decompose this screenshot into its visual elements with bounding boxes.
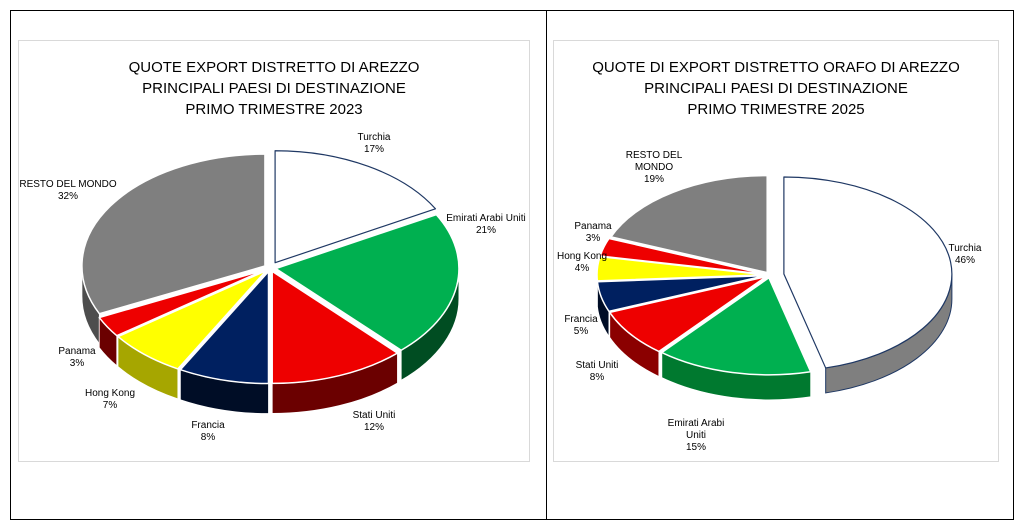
data-label-panama-name-line-1: Panama bbox=[58, 346, 96, 357]
data-label-turchia-percent: 46% bbox=[955, 255, 975, 266]
data-label-resto-del-mondo-name-line-2: MONDO bbox=[635, 162, 674, 173]
data-label-panama-name-line-1: Panama bbox=[574, 221, 612, 232]
chart-title-2025: QUOTE DI EXPORT DISTRETTO ORAFO DI AREZZ… bbox=[553, 57, 999, 120]
pie-slice-turchia bbox=[783, 176, 953, 369]
data-label-emirati-arabi-uniti: Emirati Arabi Uniti 15% bbox=[668, 418, 725, 453]
chart-title-2023: QUOTE EXPORT DISTRETTO DI AREZZO PRINCIP… bbox=[18, 57, 530, 120]
pie-slice-panama bbox=[599, 237, 766, 275]
data-label-emirati-arabi-uniti-percent: 15% bbox=[686, 442, 706, 453]
pie-slice-francia bbox=[596, 274, 766, 313]
data-label-hong-kong-name-line-1: Hong Kong bbox=[85, 388, 135, 399]
pie-slice-emirati-arabi-uniti bbox=[661, 277, 812, 376]
pie-slice-turchia bbox=[274, 150, 437, 264]
pie-slice-resto-del-mondo bbox=[81, 153, 266, 315]
data-label-resto-del-mondo-percent: 19% bbox=[644, 174, 664, 185]
data-label-turchia-name-line-1: Turchia bbox=[358, 132, 391, 143]
data-label-francia-name-line-1: Francia bbox=[564, 314, 598, 325]
pie-chart-2025: Turchia 46% Emirati Arabi Uniti 15% Stati Uni… bbox=[557, 150, 982, 453]
data-label-stati-uniti: Stati Uniti 8% bbox=[576, 360, 619, 383]
data-label-resto-del-mondo: RESTO DEL MONDO 19% bbox=[626, 150, 683, 185]
data-label-francia-name-line-1: Francia bbox=[191, 420, 225, 431]
data-label-francia-percent: 8% bbox=[201, 432, 216, 443]
pie-slice-hong-kong bbox=[117, 270, 267, 370]
data-label-stati-uniti-percent: 8% bbox=[590, 372, 605, 383]
chart-title-2023-line-3: PRIMO TRIMESTRE 2023 bbox=[185, 101, 363, 118]
chart-title-2025-line-2: PRINCIPALI PAESI DI DESTINAZIONE bbox=[644, 80, 908, 97]
data-label-stati-uniti-name-line-1: Stati Uniti bbox=[576, 360, 619, 371]
chart-title-2023-line-1: QUOTE EXPORT DISTRETTO DI AREZZO bbox=[128, 59, 420, 76]
data-label-francia: Francia 8% bbox=[191, 420, 225, 443]
data-label-resto-del-mondo-name-line-1: RESTO DEL MONDO bbox=[19, 179, 116, 190]
pie-chart-2023: Turchia 17% Emirati Arabi Uniti 21% Stati Un… bbox=[19, 132, 525, 443]
data-label-turchia-name-line-1: Turchia bbox=[949, 243, 982, 254]
data-label-stati-uniti-percent: 12% bbox=[364, 422, 384, 433]
data-label-stati-uniti: Stati Uniti 12% bbox=[353, 410, 396, 433]
pie-slice-stati-uniti bbox=[609, 275, 767, 353]
data-label-hong-kong-percent: 4% bbox=[575, 263, 590, 274]
data-label-turchia: Turchia 46% bbox=[949, 243, 982, 266]
data-label-panama-percent: 3% bbox=[70, 358, 85, 369]
data-label-panama: Panama 3% bbox=[58, 346, 96, 369]
data-label-emirati-arabi-uniti: Emirati Arabi Uniti 21% bbox=[446, 213, 525, 236]
pie-slice-francia bbox=[179, 270, 270, 385]
pie-slice-stati-uniti bbox=[271, 270, 399, 385]
data-label-francia-percent: 5% bbox=[574, 326, 589, 337]
data-label-hong-kong: Hong Kong 7% bbox=[85, 388, 135, 411]
data-label-panama: Panama 3% bbox=[574, 221, 612, 244]
data-label-emirati-arabi-uniti-percent: 21% bbox=[476, 225, 496, 236]
data-label-turchia-percent: 17% bbox=[364, 144, 384, 155]
data-label-emirati-arabi-uniti-name-line-1: Emirati Arabi Uniti bbox=[446, 213, 525, 224]
data-label-emirati-arabi-uniti-name-line-2: Uniti bbox=[686, 430, 706, 441]
data-label-turchia: Turchia 17% bbox=[358, 132, 391, 155]
chart-title-2023-line-2: PRINCIPALI PAESI DI DESTINAZIONE bbox=[142, 80, 406, 97]
data-label-hong-kong-percent: 7% bbox=[103, 400, 118, 411]
data-label-francia: Francia 5% bbox=[564, 314, 598, 337]
pie-slice-panama bbox=[98, 269, 266, 337]
data-label-resto-del-mondo: RESTO DEL MONDO 32% bbox=[19, 179, 116, 202]
data-label-resto-del-mondo-percent: 32% bbox=[58, 191, 78, 202]
data-label-hong-kong-name-line-1: Hong Kong bbox=[557, 251, 607, 262]
data-label-resto-del-mondo-name-line-1: RESTO DEL bbox=[626, 150, 683, 161]
chart-title-2025-line-3: PRIMO TRIMESTRE 2025 bbox=[687, 101, 865, 118]
chart-title-2025-line-1: QUOTE DI EXPORT DISTRETTO ORAFO DI AREZZ… bbox=[592, 59, 960, 76]
pie-slice-emirati-arabi-uniti bbox=[275, 213, 460, 351]
data-label-panama-percent: 3% bbox=[586, 233, 601, 244]
data-label-hong-kong: Hong Kong 4% bbox=[557, 251, 607, 274]
data-label-emirati-arabi-uniti-name-line-1: Emirati Arabi bbox=[668, 418, 725, 429]
pie-slice-resto-del-mondo bbox=[610, 174, 768, 274]
data-label-stati-uniti-name-line-1: Stati Uniti bbox=[353, 410, 396, 421]
